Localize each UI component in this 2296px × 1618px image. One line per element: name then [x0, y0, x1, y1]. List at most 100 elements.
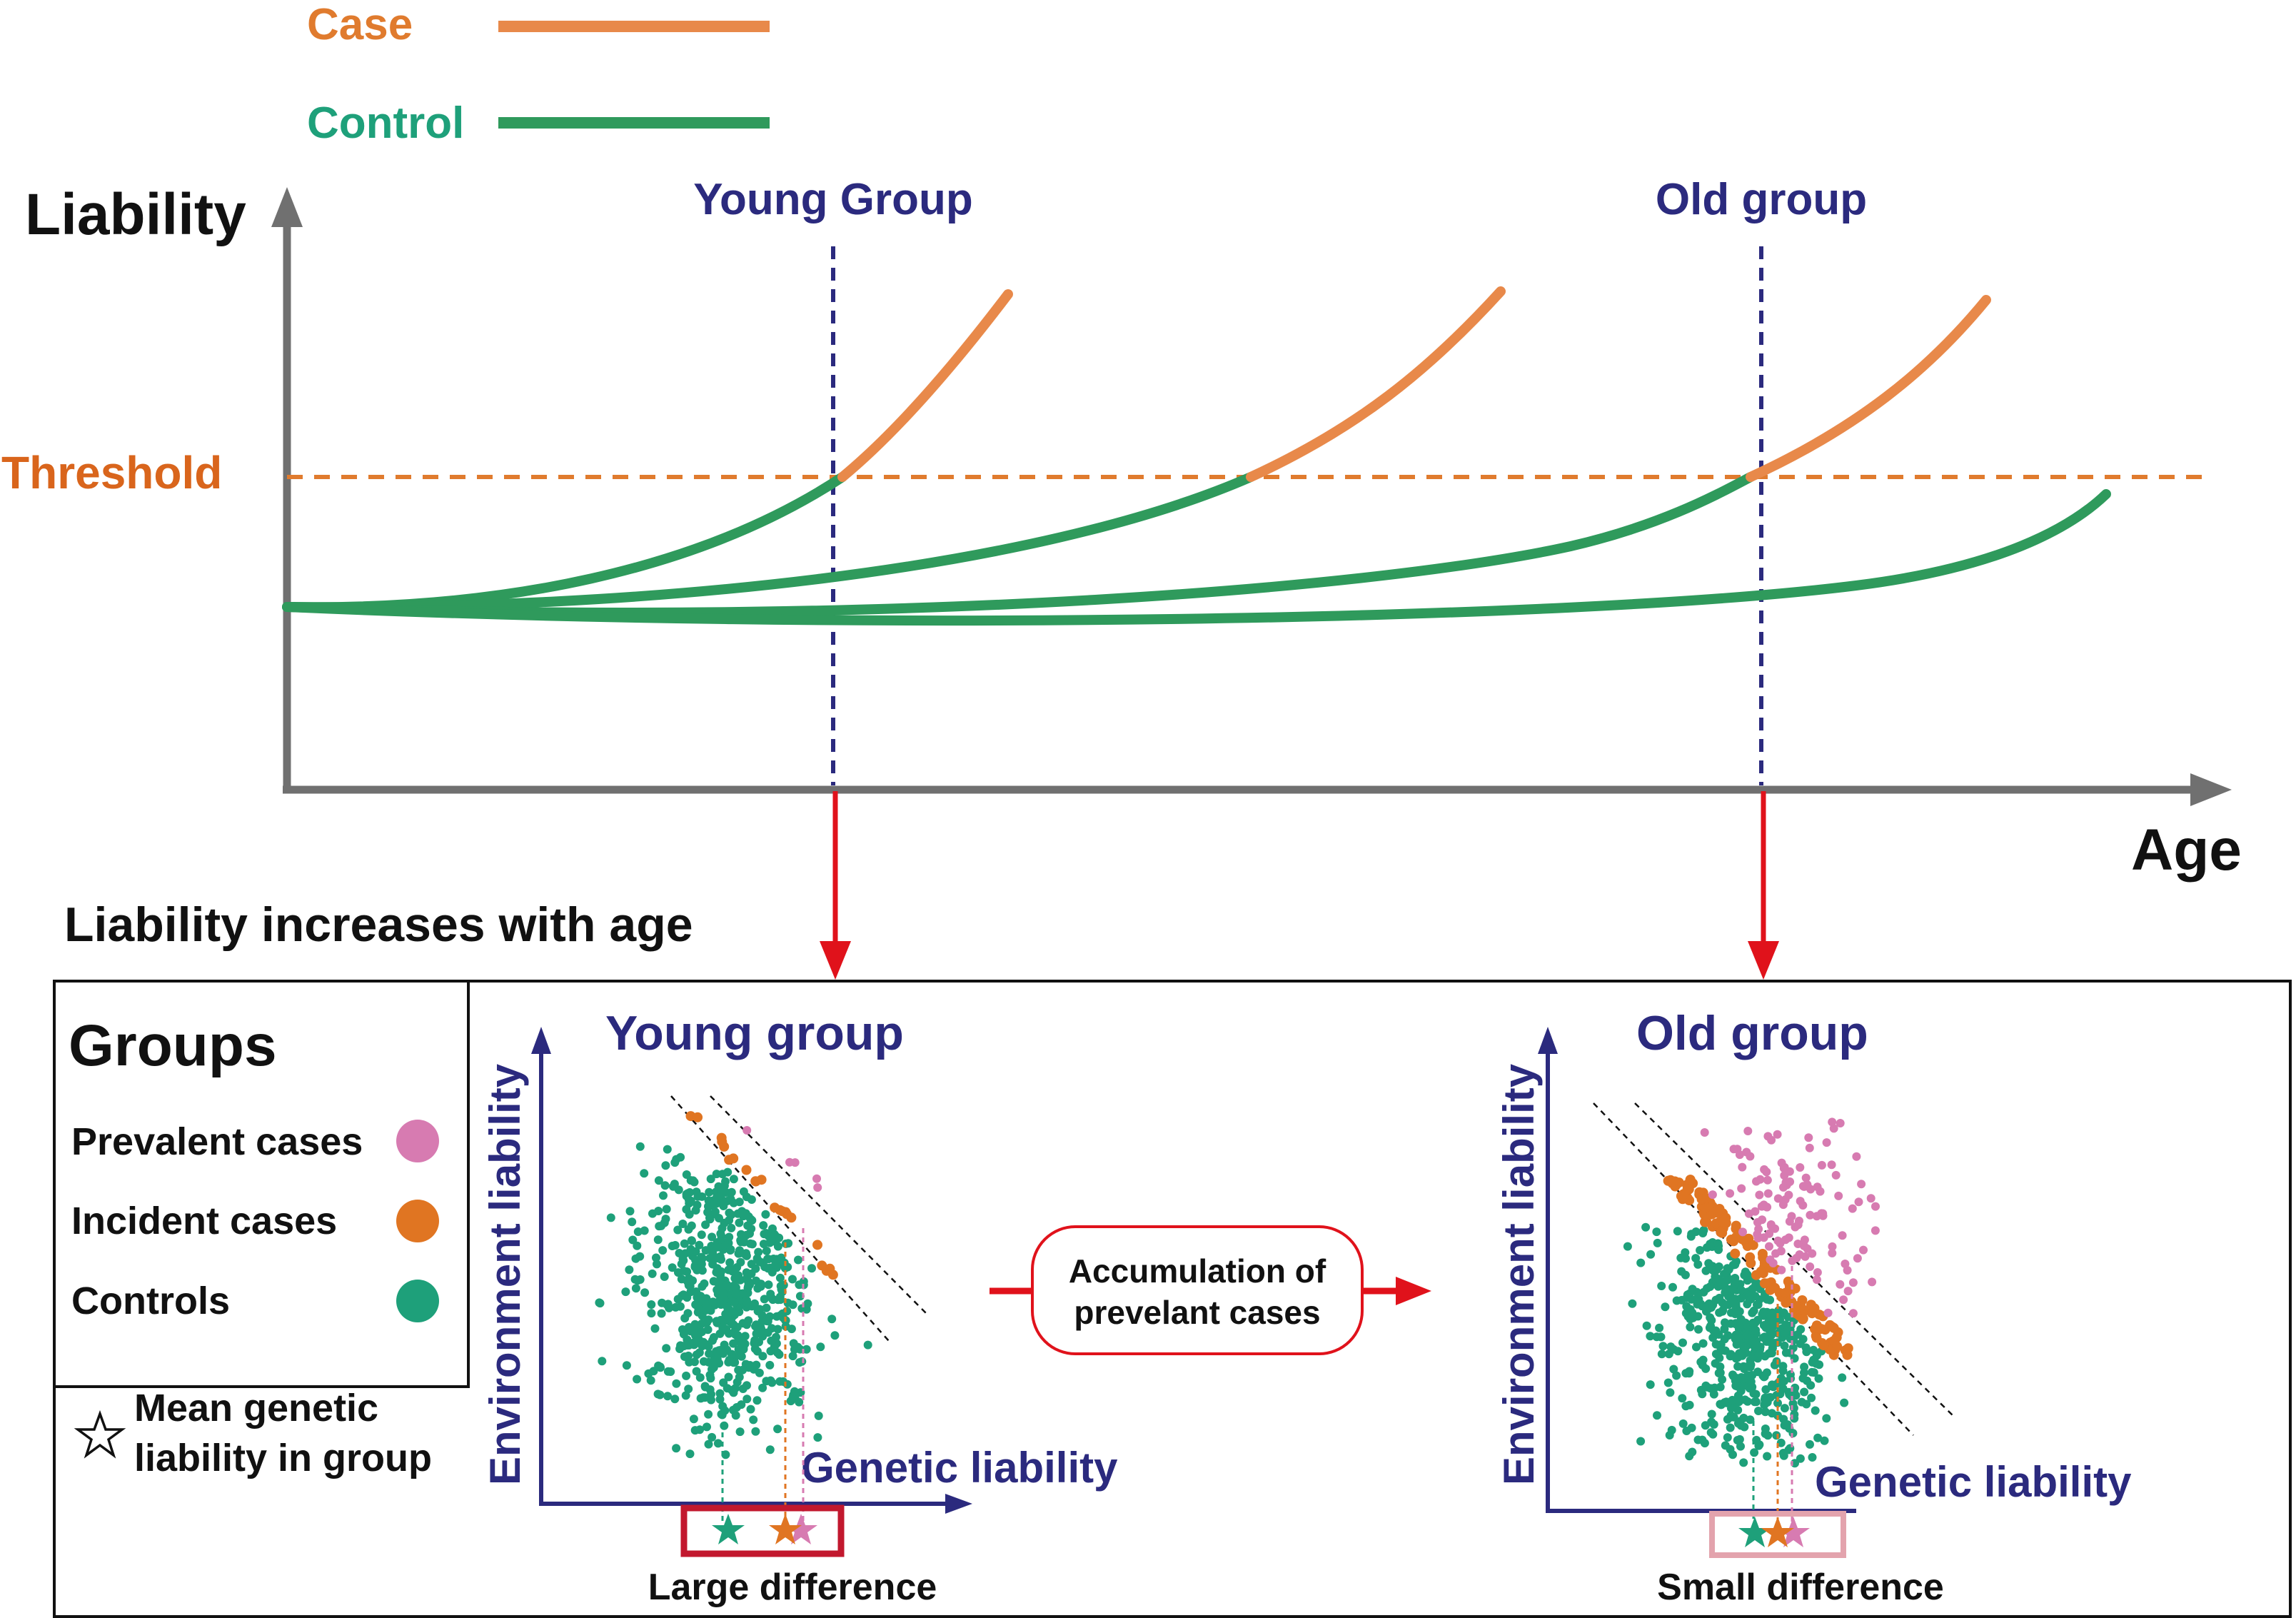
- control-point: [782, 1307, 792, 1316]
- young-gen-axis-arrowhead: [945, 1494, 972, 1514]
- control-point: [776, 1311, 785, 1320]
- control-point: [695, 1240, 704, 1250]
- incident-legend-label: Incident cases: [71, 1200, 337, 1242]
- prevalent-point: [1762, 1167, 1771, 1177]
- control-point: [1811, 1406, 1820, 1415]
- prevalent-point: [1766, 1255, 1775, 1265]
- control-point: [807, 1264, 816, 1273]
- incident-point: [1678, 1192, 1689, 1202]
- incident-point: [1780, 1287, 1791, 1298]
- control-point: [689, 1415, 698, 1424]
- control-point: [1780, 1404, 1789, 1413]
- prevalent-point: [1857, 1180, 1866, 1189]
- control-point: [1813, 1433, 1823, 1442]
- control-point: [709, 1277, 718, 1286]
- control-point: [736, 1236, 745, 1245]
- prevalent-point: [1831, 1170, 1841, 1180]
- control-point: [1702, 1307, 1711, 1316]
- old-env-axis-arrowhead: [1538, 1027, 1558, 1054]
- x-axis-arrowhead: [2190, 773, 2232, 806]
- control-point: [1781, 1328, 1789, 1337]
- control-point: [717, 1184, 726, 1193]
- control-point: [716, 1300, 725, 1309]
- control-point: [653, 1390, 663, 1399]
- control-point: [653, 1235, 663, 1245]
- incident-point: [1807, 1308, 1818, 1319]
- control-point: [633, 1241, 642, 1250]
- control-point: [683, 1267, 692, 1276]
- control-point: [698, 1266, 707, 1275]
- control-point: [698, 1319, 707, 1328]
- control-point: [640, 1169, 649, 1178]
- control-point: [1696, 1246, 1705, 1255]
- prevalent-point: [1812, 1275, 1821, 1285]
- control-point: [742, 1381, 751, 1390]
- control-point: [827, 1315, 837, 1324]
- control-point: [727, 1223, 736, 1232]
- control-point: [1751, 1390, 1761, 1399]
- control-point: [1776, 1438, 1786, 1447]
- control-point: [749, 1415, 758, 1424]
- prevalent-point: [1854, 1197, 1863, 1207]
- young-incident-mean-star: [769, 1514, 802, 1544]
- prevalent-point: [1793, 1220, 1803, 1230]
- control-point: [1693, 1300, 1702, 1309]
- control-point: [1809, 1368, 1818, 1377]
- control-point: [703, 1422, 711, 1432]
- prevalent-point: [1801, 1173, 1811, 1182]
- control-point: [1714, 1245, 1723, 1255]
- incident-point: [1663, 1175, 1673, 1186]
- control-curve-4: [282, 489, 2111, 626]
- control-point: [1796, 1325, 1806, 1334]
- control-point: [646, 1376, 655, 1385]
- control-point: [1751, 1397, 1761, 1407]
- control-point: [729, 1175, 738, 1184]
- prevalent-point: [1871, 1202, 1880, 1211]
- control-point: [1739, 1413, 1748, 1422]
- control-point: [1748, 1284, 1758, 1293]
- control-point: [1760, 1395, 1769, 1404]
- control-point: [1693, 1435, 1703, 1444]
- control-point: [813, 1433, 822, 1442]
- prevalent-point: [1786, 1177, 1795, 1186]
- control-point: [659, 1191, 668, 1200]
- prevalent-point: [1700, 1128, 1709, 1137]
- control-point: [775, 1350, 784, 1359]
- control-point: [794, 1255, 802, 1265]
- prevalent-point: [1827, 1160, 1836, 1170]
- control-point: [1623, 1242, 1632, 1251]
- control-point: [1693, 1312, 1703, 1321]
- old-down-arrowhead: [1748, 941, 1779, 980]
- control-point: [722, 1384, 732, 1393]
- old-controls-mean-star: [1738, 1517, 1771, 1547]
- control-point: [661, 1161, 670, 1170]
- control-point: [1772, 1431, 1781, 1440]
- control-point: [708, 1432, 717, 1442]
- control-point: [709, 1363, 718, 1372]
- control-point: [1718, 1375, 1727, 1384]
- control-point: [1641, 1222, 1651, 1232]
- control-point: [1720, 1282, 1729, 1291]
- control-point: [1703, 1284, 1711, 1293]
- control-point: [662, 1344, 671, 1353]
- control-point: [762, 1246, 771, 1255]
- control-point: [1652, 1227, 1661, 1237]
- control-point: [697, 1260, 706, 1269]
- prevalent-point: [1773, 1130, 1782, 1139]
- prevalent-point: [742, 1126, 752, 1135]
- control-point: [739, 1187, 748, 1196]
- incident-point: [1730, 1248, 1741, 1259]
- control-point: [725, 1329, 733, 1338]
- control-point: [701, 1220, 710, 1230]
- control-point: [633, 1375, 642, 1384]
- control-point: [761, 1210, 770, 1219]
- control-point: [686, 1327, 695, 1336]
- control-point: [1806, 1439, 1814, 1449]
- control-point: [1684, 1369, 1693, 1378]
- control-point: [1657, 1282, 1666, 1290]
- control-point: [631, 1254, 640, 1263]
- prevalent-point: [1804, 1133, 1813, 1142]
- control-point: [745, 1280, 755, 1290]
- incident-point: [1816, 1324, 1826, 1335]
- incident-point: [717, 1136, 727, 1147]
